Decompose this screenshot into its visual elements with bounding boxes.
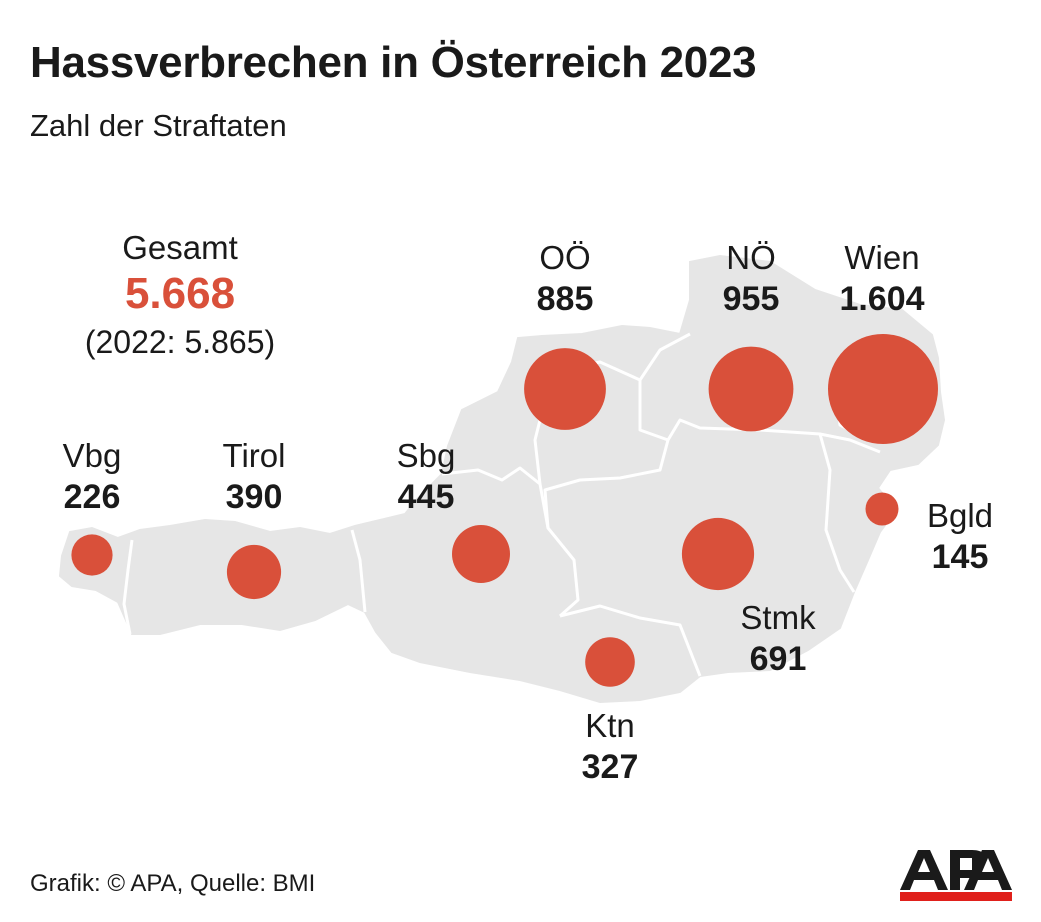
region-name: Sbg	[396, 437, 456, 474]
bubble-noe	[708, 346, 794, 432]
label-wien: Wien 1.604	[782, 238, 982, 320]
label-sbg: Sbg 445	[326, 436, 526, 518]
total-value: 5.668	[124, 269, 236, 318]
page-title: Hassverbrechen in Österreich 2023	[30, 38, 757, 87]
source-footer: Grafik: © APA, Quelle: BMI	[30, 870, 316, 897]
region-name: Wien	[844, 239, 920, 276]
label-vbg: Vbg 226	[0, 436, 192, 518]
region-name: Tirol	[222, 437, 286, 474]
region-value: 327	[581, 748, 639, 786]
region-name: Stmk	[740, 599, 816, 636]
region-value: 390	[225, 478, 283, 516]
label-ooe: OÖ 885	[465, 238, 665, 320]
label-bgld: Bgld 145	[860, 496, 1041, 578]
label-ktn: Ktn 327	[510, 706, 710, 788]
label-noe: NÖ 955	[651, 238, 851, 320]
total-block: Gesamt 5.668 (2022: 5.865)	[40, 228, 320, 364]
region-value: 1.604	[839, 280, 925, 318]
region-value: 691	[749, 640, 807, 678]
region-name: Bgld	[926, 497, 994, 534]
bubble-layer	[71, 334, 938, 687]
region-name: Ktn	[585, 707, 635, 744]
bubble-bgld	[865, 492, 899, 526]
label-tirol: Tirol 390	[154, 436, 354, 518]
region-value: 226	[63, 478, 121, 516]
label-stmk: Stmk 691	[678, 598, 878, 680]
region-name: OÖ	[539, 239, 591, 276]
region-value: 885	[536, 280, 594, 318]
bubble-stmk	[681, 517, 755, 591]
region-name: NÖ	[726, 239, 776, 276]
region-name: Vbg	[62, 437, 122, 474]
bubble-vbg	[71, 534, 113, 576]
apa-logo	[900, 850, 1012, 901]
bubble-wien	[828, 334, 938, 444]
bubble-ooe	[524, 348, 606, 430]
bubble-ktn	[585, 637, 635, 687]
total-label: Gesamt	[122, 229, 238, 266]
bubble-sbg	[452, 525, 510, 583]
total-previous: (2022: 5.865)	[84, 324, 276, 360]
region-value: 955	[722, 280, 780, 318]
bubble-tirol	[226, 544, 282, 600]
region-value: 145	[931, 538, 989, 576]
region-value: 445	[397, 478, 455, 516]
page-subtitle: Zahl der Straftaten	[30, 108, 287, 143]
